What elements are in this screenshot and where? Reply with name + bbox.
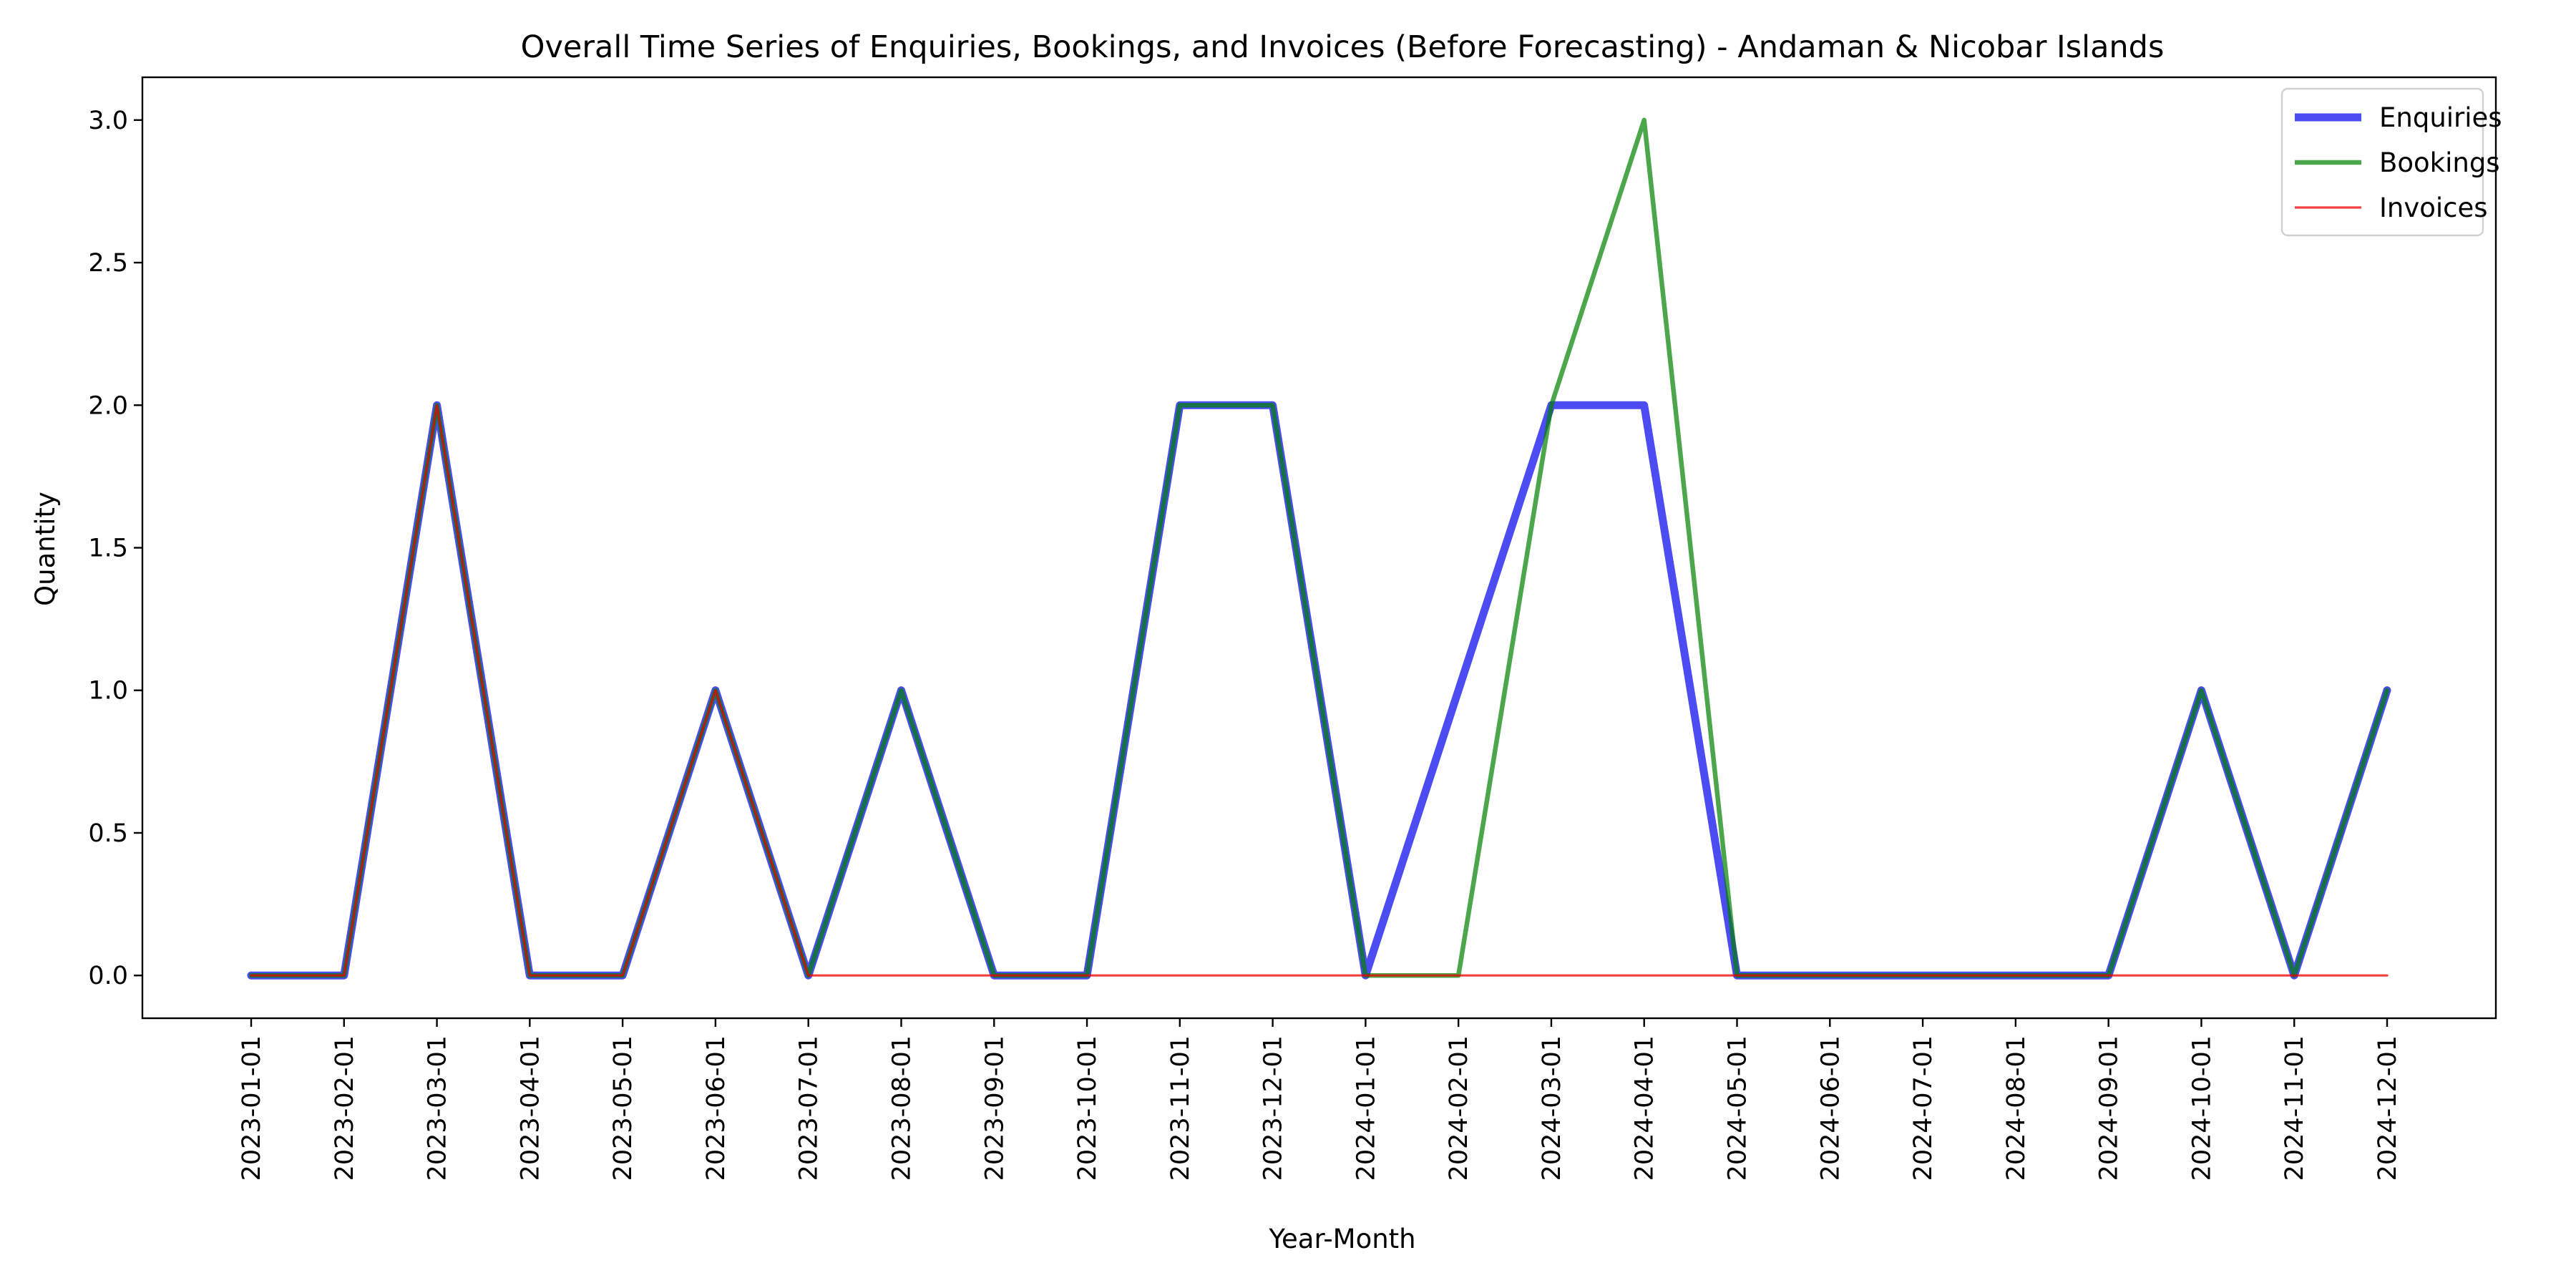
x-axis-label: Year-Month (1268, 1224, 1415, 1254)
x-tick-label: 2023-10-01 (1073, 1035, 1102, 1181)
x-tick-label: 2023-01-01 (238, 1035, 266, 1181)
legend-label-enquiries: Enquiries (2379, 102, 2502, 133)
legend-label-invoices: Invoices (2379, 192, 2488, 223)
x-tick-label: 2024-11-01 (2280, 1035, 2309, 1181)
x-axis: 2023-01-01 2023-02-01 2023-03-01 2023-04-01… (238, 1018, 2402, 1181)
plot-series (247, 117, 2391, 980)
x-tick-label: 2024-08-01 (2002, 1035, 2031, 1181)
x-tick-label: 2023-02-01 (331, 1035, 359, 1181)
x-tick-label: 2024-03-01 (1538, 1035, 1566, 1181)
legend-entries: Enquiries Bookings Invoices (2295, 102, 2502, 223)
x-tick-label: 2024-10-01 (2187, 1035, 2216, 1181)
legend-box (2280, 87, 2484, 237)
y-axis: 0.0 0.5 1.0 1.5 2.0 2.5 3.0 (88, 107, 142, 990)
y-tick-label: 3.0 (88, 107, 128, 135)
x-tick-label: 2024-12-01 (2373, 1035, 2402, 1181)
chart-title: Overall Time Series of Enquiries, Bookin… (521, 29, 2165, 65)
x-tick-label: 2023-11-01 (1166, 1035, 1195, 1181)
legend-label-bookings: Bookings (2379, 147, 2500, 178)
x-tick-label: 2024-04-01 (1631, 1035, 1659, 1181)
y-axis-label: Quantity (30, 492, 61, 606)
x-tick-label: 2024-07-01 (1909, 1035, 1938, 1181)
legend: Enquiries Bookings Invoices (2280, 87, 2502, 237)
x-tick-label: 2023-04-01 (516, 1035, 545, 1181)
series-line-invoices (250, 404, 2389, 977)
y-tick-label: 2.5 (88, 249, 128, 278)
x-tick-label: 2024-01-01 (1352, 1035, 1380, 1181)
x-tick-label: 2023-05-01 (609, 1035, 638, 1181)
x-tick-label: 2024-02-01 (1445, 1035, 1473, 1181)
series-line-bookings (248, 117, 2390, 978)
x-tick-label: 2023-03-01 (424, 1035, 452, 1181)
x-tick-label: 2024-09-01 (2095, 1035, 2124, 1181)
x-tick-label: 2023-09-01 (980, 1035, 1009, 1181)
x-tick-label: 2024-05-01 (1724, 1035, 1752, 1181)
y-tick-label: 0.5 (88, 819, 128, 848)
x-tick-label: 2023-08-01 (887, 1035, 916, 1181)
x-tick-label: 2023-06-01 (702, 1035, 731, 1181)
x-tick-label: 2023-12-01 (1259, 1035, 1288, 1181)
x-tick-label: 2023-07-01 (795, 1035, 824, 1181)
x-tick-label: 2024-06-01 (1816, 1035, 1845, 1181)
y-tick-label: 1.5 (88, 535, 128, 563)
y-tick-label: 2.0 (88, 391, 128, 420)
y-tick-label: 1.0 (88, 677, 128, 706)
y-tick-label: 0.0 (88, 962, 128, 990)
